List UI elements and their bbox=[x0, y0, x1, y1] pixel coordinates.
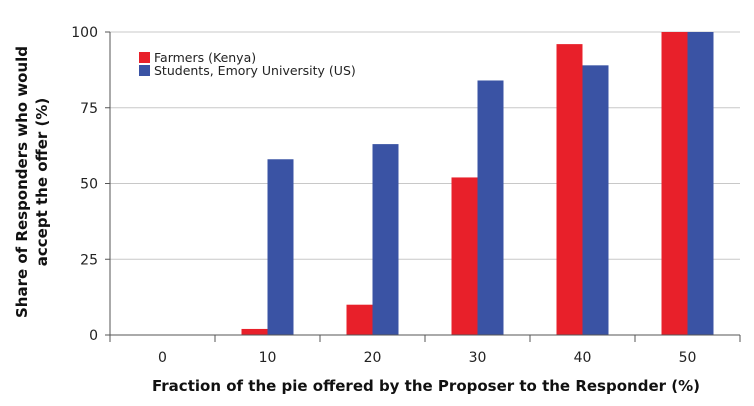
bar-farmers-30 bbox=[451, 177, 478, 335]
x-tick-labels: 0 10 20 30 40 50 bbox=[158, 350, 696, 366]
bar-farmers-20 bbox=[346, 304, 373, 335]
bar-farmers-40 bbox=[556, 44, 583, 336]
axes bbox=[105, 31, 741, 342]
y-tick-label: 75 bbox=[80, 101, 98, 117]
x-tick-label: 50 bbox=[679, 350, 697, 366]
y-axis-title-line-1: Share of Responders who would bbox=[13, 46, 31, 318]
y-tick-label: 25 bbox=[80, 252, 98, 268]
bars bbox=[241, 32, 714, 336]
y-tick-label: 0 bbox=[89, 328, 98, 344]
bar-students-40 bbox=[582, 65, 609, 335]
bar-students-10 bbox=[267, 159, 294, 335]
x-tick-label: 0 bbox=[158, 350, 167, 366]
x-tick-label: 10 bbox=[259, 350, 277, 366]
y-tick-label: 100 bbox=[71, 25, 98, 41]
y-tick-labels: 0 25 50 75 100 bbox=[71, 25, 98, 344]
legend-label-students: Students, Emory University (US) bbox=[154, 63, 356, 78]
x-tick-label: 30 bbox=[469, 350, 487, 366]
x-axis-title: Fraction of the pie offered by the Propo… bbox=[152, 377, 700, 395]
bar-farmers-10 bbox=[241, 328, 268, 335]
bar-farmers-50 bbox=[661, 32, 688, 335]
x-tick-label: 40 bbox=[574, 350, 592, 366]
bar-students-30 bbox=[477, 80, 504, 335]
y-tick-label: 50 bbox=[80, 177, 98, 193]
x-tick-label: 20 bbox=[364, 350, 382, 366]
legend-swatch-students bbox=[139, 65, 150, 76]
bar-students-50 bbox=[687, 32, 714, 335]
legend: Farmers (Kenya) Students, Emory Universi… bbox=[139, 50, 356, 78]
gridlines bbox=[110, 31, 740, 260]
legend-label-farmers: Farmers (Kenya) bbox=[154, 50, 256, 65]
bar-students-20 bbox=[372, 144, 399, 335]
legend-swatch-farmers bbox=[139, 52, 150, 63]
y-axis-title-line-2: accept the offer (%) bbox=[33, 98, 51, 266]
